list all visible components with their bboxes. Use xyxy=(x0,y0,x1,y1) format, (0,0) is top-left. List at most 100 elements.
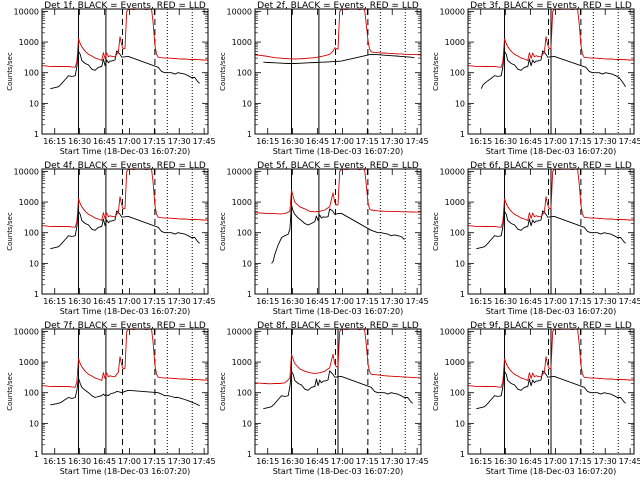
series-line-events xyxy=(476,370,626,410)
y-tick-label: 1000 xyxy=(232,38,252,47)
y-tick-label: 10 xyxy=(455,99,465,108)
y-axis-label: Counts/sec xyxy=(432,52,440,91)
y-axis-label: Counts/sec xyxy=(219,372,227,411)
chart-panel-6f: Det 6f, BLACK = Events, RED = LLD 1 10 100 1… xyxy=(432,161,640,316)
series-group xyxy=(42,169,208,250)
x-tick-label: 17:15 xyxy=(356,137,379,146)
x-tick-label: 16:15 xyxy=(43,457,66,466)
panel-title: Det 9f, BLACK = Events, RED = LLD xyxy=(470,321,632,331)
series-line-events xyxy=(263,370,413,410)
y-axis-label: Counts/sec xyxy=(6,212,14,251)
y-tick-label: 100 xyxy=(24,69,39,78)
x-tick-label: 16:15 xyxy=(469,457,492,466)
y-tick-label: 10000 xyxy=(227,7,252,16)
y-tick-label: 10 xyxy=(29,99,39,108)
chart-panel-7f: Det 7f, BLACK = Events, RED = LLD 1 10 100 1… xyxy=(6,321,216,476)
series-line-lld xyxy=(42,9,208,68)
x-tick-label: 16:15 xyxy=(256,457,279,466)
panel-title: Det 2f, BLACK = Events, RED = LLD xyxy=(257,1,419,11)
y-tick-label: 1000 xyxy=(19,38,39,47)
x-tick-label: 16:45 xyxy=(306,297,329,306)
y-axis-label: Counts/sec xyxy=(219,212,227,251)
x-axis-label: Start Time (18-Dec-03 16:07:20) xyxy=(273,307,404,316)
y-axis-label: Counts/sec xyxy=(432,372,440,411)
panel-title: Det 8f, BLACK = Events, RED = LLD xyxy=(257,321,419,331)
y-tick-label: 10000 xyxy=(440,327,465,336)
x-tick-label: 17:15 xyxy=(569,137,592,146)
x-tick-label: 16:15 xyxy=(256,297,279,306)
plot-frame xyxy=(467,8,635,135)
x-tick-label: 16:45 xyxy=(93,457,116,466)
y-tick-label: 10000 xyxy=(440,7,465,16)
panel-title: Det 6f, BLACK = Events, RED = LLD xyxy=(470,161,632,171)
x-tick-label: 17:45 xyxy=(406,297,429,306)
series-line-events xyxy=(50,210,200,250)
y-tick-label: 1 xyxy=(34,450,39,459)
y-tick-label: 10000 xyxy=(14,167,39,176)
x-tick-label: 17:30 xyxy=(381,297,404,306)
series-line-events xyxy=(480,50,627,89)
y-tick-label: 10 xyxy=(29,259,39,268)
series-line-lld xyxy=(468,169,634,228)
y-tick-label: 10 xyxy=(242,419,252,428)
panel-title: Det 7f, BLACK = Events, RED = LLD xyxy=(44,321,206,331)
x-tick-label: 17:15 xyxy=(143,297,166,306)
y-tick-label: 1 xyxy=(460,450,465,459)
x-tick-label: 17:15 xyxy=(356,297,379,306)
x-tick-label: 16:45 xyxy=(93,297,116,306)
series-line-events xyxy=(50,377,200,407)
plot-frame xyxy=(41,328,209,455)
x-tick-label: 17:00 xyxy=(331,137,354,146)
x-tick-label: 17:30 xyxy=(594,457,617,466)
series-group xyxy=(42,329,208,407)
plot-frame xyxy=(254,168,422,295)
series-group xyxy=(42,9,208,90)
x-tick-label: 17:00 xyxy=(118,137,141,146)
y-tick-label: 10000 xyxy=(227,327,252,336)
y-tick-label: 1000 xyxy=(232,198,252,207)
x-tick-label: 16:30 xyxy=(68,297,91,306)
series-group xyxy=(468,329,634,410)
y-tick-label: 1 xyxy=(460,290,465,299)
x-tick-label: 17:30 xyxy=(168,137,191,146)
panel-title: Det 1f, BLACK = Events, RED = LLD xyxy=(44,1,206,11)
y-tick-label: 1000 xyxy=(232,358,252,367)
chart-panel-2f: Det 2f, BLACK = Events, RED = LLD 1 10 100 1… xyxy=(219,1,429,156)
y-tick-label: 100 xyxy=(450,389,465,398)
x-tick-label: 16:45 xyxy=(93,137,116,146)
x-axis-label: Start Time (18-Dec-03 16:07:20) xyxy=(60,307,191,316)
x-tick-label: 16:30 xyxy=(68,137,91,146)
y-tick-label: 1 xyxy=(34,290,39,299)
panel-title: Det 5f, BLACK = Events, RED = LLD xyxy=(257,161,419,171)
x-axis-label: Start Time (18-Dec-03 16:07:20) xyxy=(486,147,617,156)
series-line-lld xyxy=(255,9,421,60)
plot-frame xyxy=(467,168,635,295)
y-tick-label: 10000 xyxy=(227,167,252,176)
x-tick-label: 16:30 xyxy=(281,457,304,466)
x-tick-label: 16:15 xyxy=(43,137,66,146)
series-group xyxy=(468,9,634,89)
plot-frame xyxy=(41,8,209,135)
chart-panel-8f: Det 8f, BLACK = Events, RED = LLD 1 10 100 1… xyxy=(219,321,429,476)
y-tick-label: 10000 xyxy=(14,327,39,336)
y-axis-label: Counts/sec xyxy=(6,372,14,411)
x-tick-label: 17:00 xyxy=(118,457,141,466)
x-axis-label: Start Time (18-Dec-03 16:07:20) xyxy=(273,147,404,156)
y-axis-label: Counts/sec xyxy=(432,212,440,251)
y-tick-label: 1 xyxy=(247,130,252,139)
y-tick-label: 100 xyxy=(237,229,252,238)
x-tick-label: 16:15 xyxy=(43,297,66,306)
panel-title: Det 4f, BLACK = Events, RED = LLD xyxy=(44,161,206,171)
series-group xyxy=(255,169,421,264)
plot-frame xyxy=(254,328,422,455)
y-tick-label: 100 xyxy=(24,229,39,238)
x-tick-label: 17:00 xyxy=(544,457,567,466)
x-tick-label: 16:30 xyxy=(281,297,304,306)
x-tick-label: 17:00 xyxy=(331,297,354,306)
x-tick-label: 17:30 xyxy=(594,137,617,146)
x-tick-label: 17:00 xyxy=(544,297,567,306)
x-tick-label: 16:30 xyxy=(281,137,304,146)
x-tick-label: 17:15 xyxy=(356,457,379,466)
y-tick-label: 1 xyxy=(34,130,39,139)
